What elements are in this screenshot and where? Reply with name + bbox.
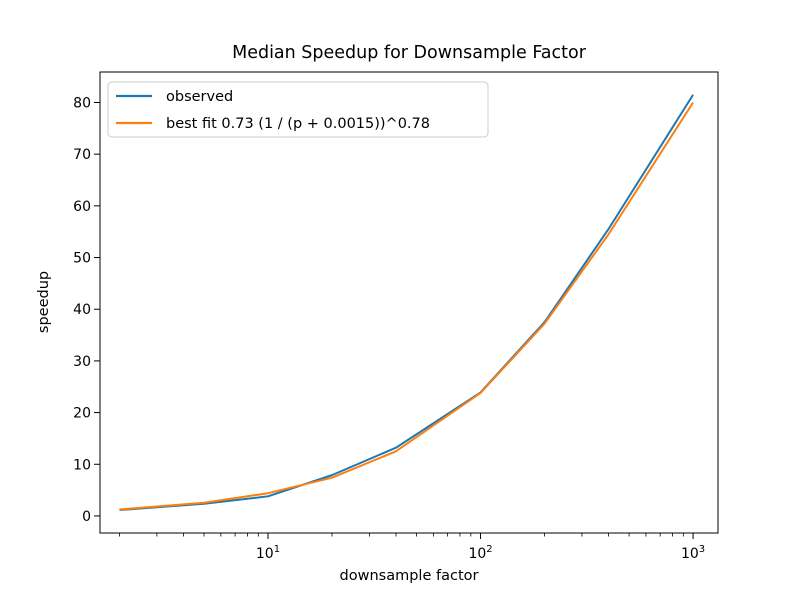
legend-rows: observed best fit 0.73 (1 / (p + 0.0015))… bbox=[116, 89, 430, 132]
y-tick-label: 80 bbox=[73, 95, 91, 111]
legend-box bbox=[107, 81, 489, 138]
x-tick-label: 103 bbox=[681, 544, 705, 562]
x-axis-label: downsample factor bbox=[340, 568, 479, 584]
axis-ticks: 0 10 20 30 40 50 60 70 80 101 102 103 bbox=[73, 95, 705, 562]
y-tick-label: 20 bbox=[73, 406, 91, 422]
y-tick-label: 0 bbox=[82, 509, 91, 525]
y-axis-label: speedup bbox=[36, 271, 52, 333]
x-tick-label: 101 bbox=[256, 544, 280, 562]
chart-title: Median Speedup for Downsample Factor bbox=[232, 43, 587, 63]
x-tick-label: 102 bbox=[468, 544, 492, 562]
y-tick-label: 30 bbox=[73, 354, 91, 370]
legend-label: observed bbox=[166, 89, 233, 105]
data-series bbox=[119, 94, 694, 511]
plot-border bbox=[99, 71, 719, 534]
y-tick-label: 50 bbox=[73, 251, 91, 267]
y-tick-label: 70 bbox=[73, 147, 91, 163]
legend: observed best fit 0.73 (1 / (p + 0.0015))… bbox=[107, 81, 489, 138]
legend-label: best fit 0.73 (1 / (p + 0.0015))^0.78 bbox=[166, 116, 430, 132]
y-tick-label: 40 bbox=[73, 302, 91, 318]
line-best-fit bbox=[119, 101, 694, 511]
y-tick-label: 10 bbox=[73, 457, 91, 473]
y-tick-label: 60 bbox=[73, 199, 91, 215]
line-observed bbox=[119, 94, 694, 511]
